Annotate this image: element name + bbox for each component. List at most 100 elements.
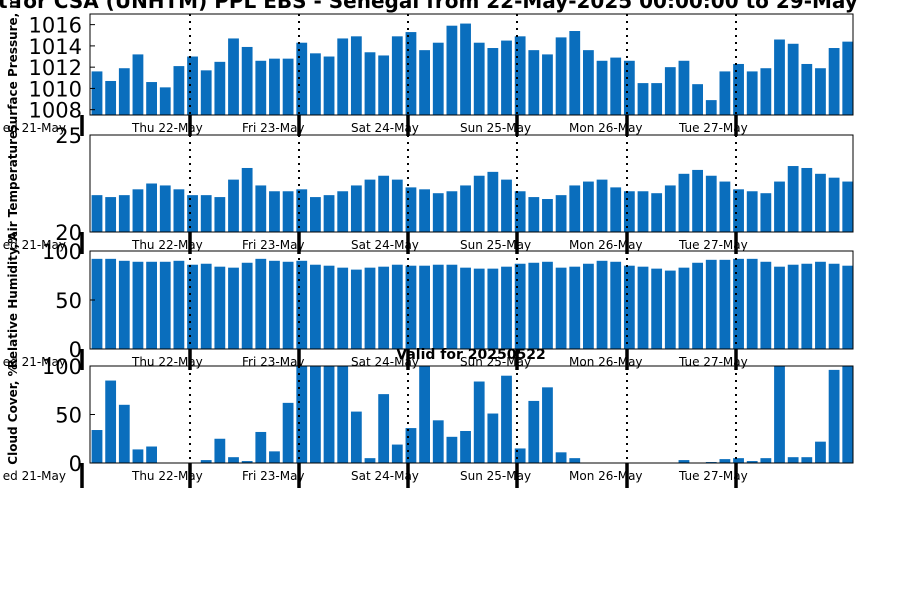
bar — [269, 58, 280, 115]
plot-frame — [89, 13, 854, 116]
bar — [623, 60, 635, 115]
bar — [118, 68, 130, 115]
bar — [569, 31, 581, 115]
y-tick-label: 1010 — [29, 77, 82, 101]
bar — [405, 265, 417, 349]
bar — [419, 366, 430, 463]
bar — [337, 267, 349, 349]
bar — [105, 380, 117, 463]
bar — [432, 193, 444, 232]
bar — [173, 189, 185, 232]
bar — [146, 183, 157, 232]
bar — [228, 38, 239, 115]
bar — [719, 181, 731, 232]
bar — [460, 185, 471, 232]
bar — [828, 177, 840, 232]
bar — [364, 267, 376, 349]
bar — [514, 191, 526, 232]
bar — [678, 267, 690, 349]
bar — [760, 68, 772, 115]
day-label: Fri 23-May — [242, 238, 305, 252]
day-label: ed 21-May — [3, 469, 66, 483]
bar — [705, 175, 717, 232]
bar — [569, 266, 581, 349]
bar — [760, 261, 772, 349]
bar — [842, 366, 854, 463]
bar — [132, 449, 144, 463]
day-label: Sat 24-May — [351, 238, 419, 252]
bar — [651, 193, 663, 232]
bar — [228, 179, 239, 232]
y-axis-label: Cloud Cover, % — [6, 364, 20, 464]
day-label: ed 21-May — [3, 355, 66, 369]
bar — [473, 42, 485, 115]
y-tick-label: 1016 — [29, 14, 82, 38]
bar — [200, 263, 212, 349]
bar — [637, 191, 649, 232]
bar — [146, 446, 157, 463]
y-tick-label: 1012 — [29, 56, 82, 80]
bar — [555, 267, 567, 349]
bar — [815, 441, 826, 463]
bar — [269, 451, 280, 463]
bar — [760, 458, 772, 463]
bar — [828, 263, 840, 349]
bar — [801, 263, 813, 349]
y-tick-label: 25 — [55, 124, 82, 148]
bar — [241, 461, 253, 463]
y-axis-label: Surface Pressure, m — [6, 0, 20, 133]
bar — [269, 191, 280, 232]
bar — [555, 452, 567, 463]
bar — [828, 369, 840, 463]
y-tick-label: 1008 — [29, 99, 82, 123]
bar — [146, 82, 157, 115]
bar — [733, 63, 744, 115]
day-label: Sun 25-May — [460, 469, 531, 483]
y-tick-label: 20 — [55, 221, 82, 245]
y-tick-label: 1014 — [29, 35, 82, 59]
bar — [378, 266, 390, 349]
bar — [378, 175, 390, 232]
bar — [610, 57, 622, 115]
bar — [637, 266, 649, 349]
day-label: ed 21-May — [3, 121, 66, 135]
y-axis-label: Relative Humidity,% — [6, 232, 20, 369]
bar — [596, 60, 608, 115]
bar — [187, 56, 198, 115]
bar — [473, 381, 485, 463]
bar — [446, 436, 458, 463]
bar — [323, 265, 335, 349]
bar — [787, 264, 799, 349]
bar — [187, 195, 198, 232]
bar — [746, 191, 758, 232]
bar — [596, 179, 608, 232]
bar — [446, 25, 458, 116]
bar — [828, 48, 840, 115]
bar — [391, 444, 403, 463]
bar — [487, 413, 499, 463]
bar — [542, 199, 553, 232]
bar — [282, 261, 294, 349]
bar — [391, 264, 403, 349]
bar — [528, 50, 540, 115]
panel-2: 20 25 Air Temperature,ed 21-May Thu 22-May F… — [3, 124, 854, 254]
bar — [118, 260, 130, 349]
bar — [583, 263, 594, 349]
bar — [310, 366, 321, 463]
bar — [623, 265, 635, 349]
bar — [815, 68, 826, 115]
bar — [350, 185, 362, 232]
bar — [651, 268, 663, 349]
bar — [705, 259, 717, 349]
bar — [337, 191, 349, 232]
bar — [282, 191, 294, 232]
bar — [555, 195, 567, 232]
bar — [214, 61, 226, 115]
bar — [391, 179, 403, 232]
bar — [241, 46, 253, 115]
bar — [514, 448, 526, 463]
bar — [692, 262, 703, 349]
bar — [460, 23, 471, 115]
bar — [323, 195, 335, 232]
bar — [159, 185, 171, 232]
